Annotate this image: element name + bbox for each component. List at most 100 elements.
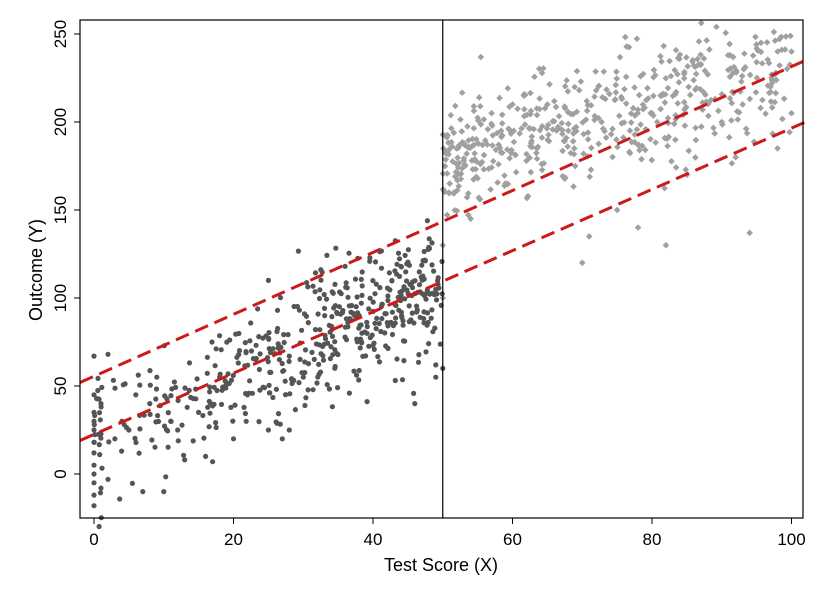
scatter-point-above-408: [657, 52, 664, 60]
scatter-point-above-268: [779, 115, 786, 123]
scatter-point-above-28: [674, 100, 682, 107]
scatter-point-below-394: [213, 346, 219, 352]
scatter-point-below-358: [423, 296, 429, 302]
scatter-point-below-451: [340, 307, 346, 314]
scatter-point-below-437: [328, 344, 334, 350]
scatter-point-below-411: [295, 248, 301, 254]
scatter-point-above-452: [487, 186, 494, 193]
scatter-point-above-487: [758, 60, 766, 67]
scatter-point-below-465: [305, 361, 312, 367]
scatter-point-above-30: [447, 125, 455, 132]
scatter-point-below-402: [362, 329, 368, 335]
scatter-point-below-14: [316, 295, 323, 302]
scatter-point-below-359: [385, 345, 391, 351]
scatter-point-above-343: [571, 83, 578, 91]
scatter-point-above-48: [528, 133, 536, 140]
scatter-point-below-311: [95, 375, 101, 381]
scatter-point-above-25: [626, 149, 634, 157]
scatter-point-below-483: [374, 315, 380, 321]
scatter-point-below-181: [419, 262, 425, 268]
scatter-point-above-347: [448, 143, 456, 150]
scatter-point-above-298: [477, 160, 484, 168]
scatter-point-below-273: [247, 338, 253, 344]
scatter-point-above-390: [618, 120, 625, 127]
scatter-point-below-457: [422, 257, 428, 264]
scatter-point-below-406: [165, 444, 171, 450]
scatter-point-below-390: [274, 328, 280, 335]
scatter-point-below-102: [335, 351, 341, 358]
scatter-point-above-483: [631, 138, 638, 146]
scatter-point-below-113: [252, 356, 258, 362]
scatter-point-below-28: [314, 380, 320, 386]
scatter-point-above-75: [570, 145, 578, 152]
scatter-point-above-531: [788, 109, 795, 117]
scatter-point-below-241: [96, 523, 102, 530]
scatter-point-below-299: [430, 329, 436, 335]
scatter-point-above-167: [705, 112, 712, 120]
scatter-point-above-219: [609, 125, 616, 133]
scatter-point-above-451: [507, 130, 515, 137]
scatter-point-below-177: [147, 411, 153, 417]
lines-layer: [79, 59, 807, 442]
scatter-point-below-203: [376, 359, 383, 365]
scatter-point-above-387: [540, 65, 547, 72]
scatter-point-below-496: [242, 410, 248, 417]
scatter-point-above-386: [488, 120, 495, 128]
scatter-point-above-192: [653, 118, 661, 126]
scatter-point-below-81: [218, 401, 225, 407]
scatter-point-below-291: [426, 341, 432, 347]
scatter-point-below-331: [227, 337, 233, 343]
scatter-point-above-352: [672, 136, 679, 144]
scatter-point-below-285: [181, 452, 187, 458]
scatter-point-below-444: [429, 262, 435, 268]
scatter-point-above-235: [533, 149, 540, 157]
scatter-point-below-495: [270, 346, 276, 352]
scatter-point-below-30: [359, 269, 365, 275]
scatter-point-above-397: [641, 104, 648, 112]
scatter-point-below-512: [98, 485, 104, 491]
scatter-point-above-176: [565, 120, 572, 128]
scatter-point-below-169: [333, 245, 339, 251]
scatter-point-below-38: [332, 281, 338, 287]
scatter-point-above-517: [634, 224, 642, 231]
scatter-point-above-378: [468, 157, 476, 164]
scatter-point-below-59: [96, 410, 103, 416]
scatter-point-below-122: [330, 352, 336, 358]
scatter-point-above-296: [587, 144, 595, 152]
scatter-point-above-228: [618, 95, 626, 103]
scatter-point-below-310: [135, 372, 141, 378]
scatter-point-above-148: [703, 37, 710, 44]
scatter-point-below-265: [256, 334, 262, 340]
scatter-point-above-457: [470, 176, 477, 183]
scatter-point-below-533: [265, 427, 271, 433]
scatter-point-above-260: [631, 131, 638, 138]
scatter-point-below-306: [97, 490, 104, 496]
scatter-point-above-100: [772, 89, 780, 97]
scatter-point-below-472: [256, 419, 262, 425]
scatter-point-above-181: [746, 95, 754, 103]
scatter-point-below-361: [376, 320, 382, 327]
scatter-point-below-514: [105, 351, 111, 357]
scatter-point-above-492: [452, 102, 459, 110]
scatter-point-below-323: [439, 258, 445, 265]
scatter-point-above-286: [474, 114, 481, 122]
scatter-point-above-519: [662, 241, 670, 249]
scatter-point-above-506: [474, 175, 481, 182]
scatter-point-above-468: [702, 91, 709, 99]
scatter-point-above-362: [607, 130, 615, 138]
scatter-point-below-254: [321, 305, 328, 311]
scatter-point-below-526: [182, 457, 188, 463]
scatter-point-above-34: [448, 138, 455, 146]
scatter-point-below-377: [110, 377, 116, 383]
scatter-point-below-115: [332, 339, 338, 345]
scatter-point-above-4: [672, 46, 680, 54]
scatter-point-below-272: [416, 352, 422, 358]
scatter-point-above-193: [502, 180, 509, 187]
scatter-point-above-350: [457, 116, 464, 123]
scatter-point-above-304: [587, 102, 595, 109]
scatter-point-below-200: [318, 351, 324, 357]
scatter-point-below-450: [273, 386, 279, 392]
scatter-point-above-418: [461, 162, 469, 170]
scatter-point-below-432: [437, 341, 443, 347]
scatter-point-above-203: [637, 121, 644, 128]
